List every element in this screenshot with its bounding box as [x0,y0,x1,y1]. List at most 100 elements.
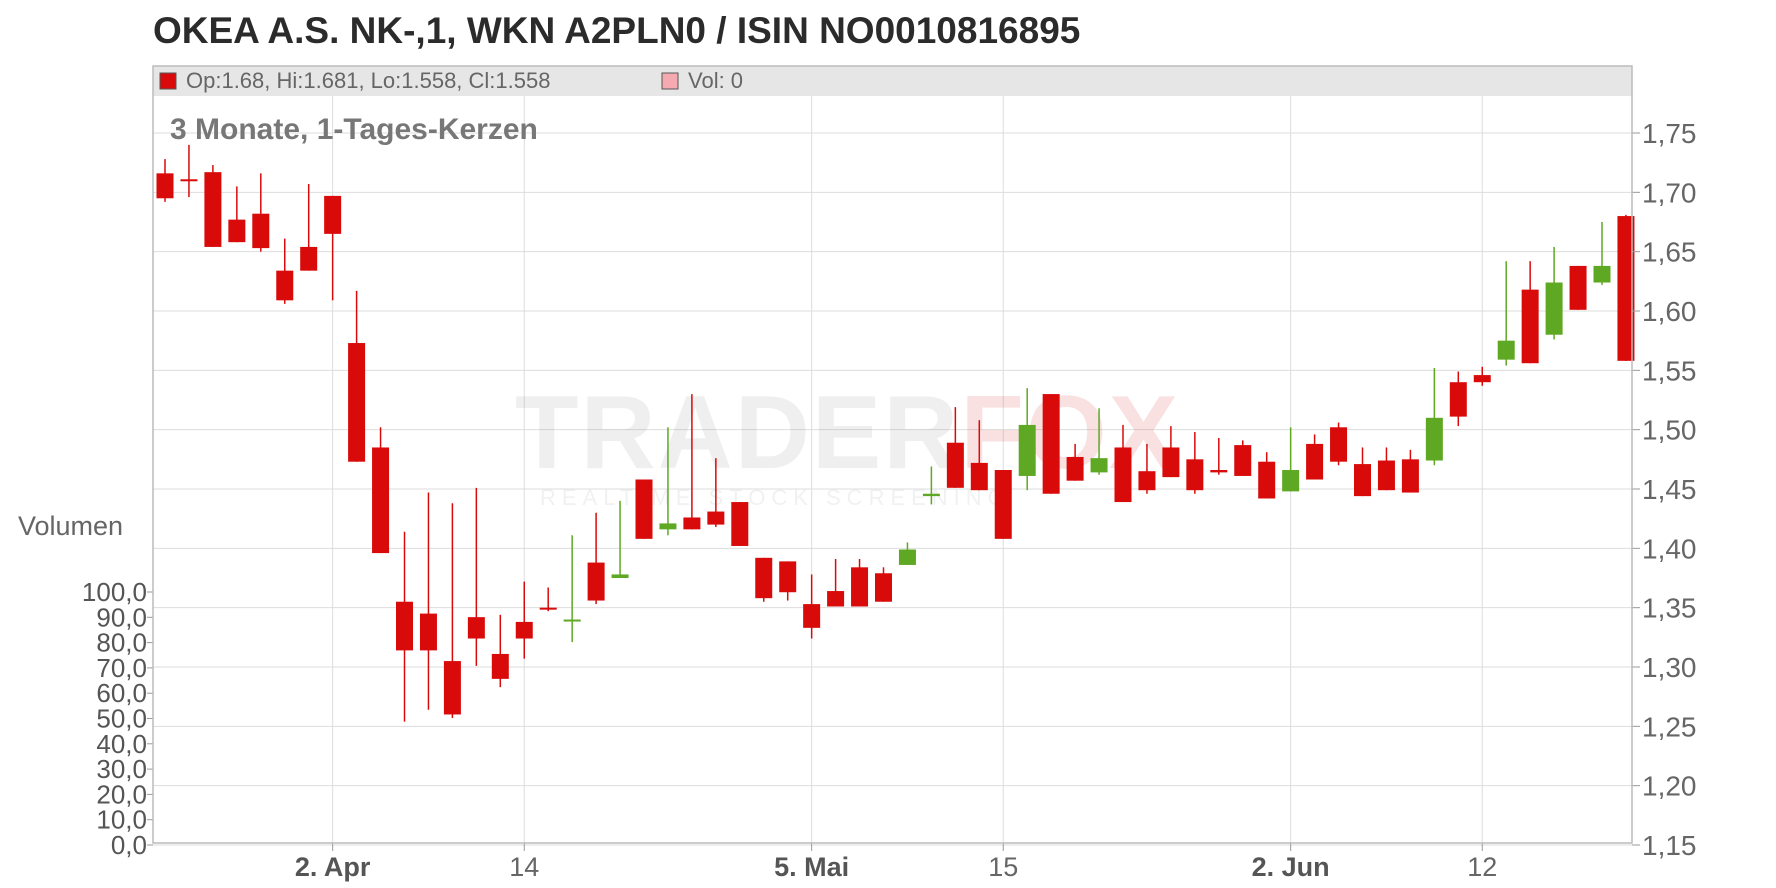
x-axis: 2. Apr 14 5. Mai 15 2. Jun 12 [295,843,1497,882]
candle [539,587,557,612]
candle [1473,366,1491,386]
candle-body [587,562,605,601]
price-tick-label: 1,25 [1642,711,1697,742]
candle [1545,246,1563,340]
candle-body [731,502,749,546]
candle-body [1138,471,1156,491]
candle-body [755,557,773,599]
volume-tick-label: 100,0 [82,577,147,607]
volume-tick-label: 30,0 [96,754,147,784]
candle [180,144,198,198]
legend-header-bar [153,66,1632,96]
candle-body [1617,216,1635,361]
candle-body [1114,447,1132,503]
candle-body [1090,458,1108,473]
candle [276,238,294,304]
candle [300,184,318,271]
candle-body [372,447,390,554]
candle-body [851,567,869,607]
candle-body [1210,470,1228,473]
candle [1306,434,1324,480]
x-tick-label: 14 [509,852,539,882]
candle-body [419,613,437,651]
candle [491,614,509,688]
candle [1066,443,1084,481]
candle-body [276,270,294,301]
price-axis: 1,75 1,70 1,65 1,60 1,55 1,50 1,45 1,40 1,35 1,30… [1632,118,1697,861]
volume-tick-label: 10,0 [96,805,147,835]
price-tick-label: 1,60 [1642,296,1697,327]
candle-body [779,561,797,593]
price-tick-label: 1,55 [1642,355,1697,386]
plot-frame [152,65,1633,844]
candle-body [300,246,318,271]
candle [970,420,988,491]
price-tick-label: 1,70 [1642,177,1697,208]
candle-body [898,549,916,565]
price-tick-label: 1,15 [1642,830,1697,861]
price-tick-label: 1,65 [1642,237,1697,268]
candle-body [1425,417,1443,461]
candle-body [994,470,1012,539]
candle-body [491,653,509,679]
candle [1401,449,1419,493]
candle [443,503,461,719]
candle-body [1401,459,1419,493]
candle-body [156,173,174,199]
candle-body [1354,464,1371,497]
candle [1018,388,1036,491]
candle-body [1258,461,1276,499]
candle [875,567,892,602]
chart-title: OKEA A.S. NK-,1, WKN A2PLN0 / ISIN NO001… [153,10,1081,51]
candle-body [1545,282,1563,335]
candle [1210,437,1228,475]
volume-tick-label: 70,0 [96,653,147,683]
candle [252,173,270,252]
candle [635,479,653,539]
candle [324,195,342,301]
candle-body [204,172,222,247]
legend-ohlc-text: Op:1.68, Hi:1.681, Lo:1.558, Cl:1.558 [186,68,550,93]
candle-body [1593,265,1611,283]
candle-body [443,661,461,715]
volume-tick-label: 60,0 [96,678,147,708]
candle-body [1449,382,1467,417]
candle-body [803,604,821,628]
candle [1377,447,1395,491]
candle-body [1377,460,1395,491]
candle [898,542,916,565]
price-tick-label: 1,50 [1642,415,1697,446]
candle [1042,394,1060,494]
candle [156,159,174,202]
candle-body [946,442,964,488]
candle [204,165,222,247]
price-tick-label: 1,75 [1642,118,1697,149]
price-tick-label: 1,35 [1642,593,1697,624]
price-tick-label: 1,40 [1642,533,1697,564]
x-tick-label: 12 [1467,852,1497,882]
candle [1569,265,1587,310]
candle-body [539,607,557,610]
candles [156,144,1635,722]
candle [731,502,749,546]
candle [1138,443,1156,494]
chart-subtitle: 3 Monate, 1-Tages-Kerzen [170,113,538,146]
candle [1186,432,1204,494]
candle-body [1497,340,1515,360]
candle-body [683,517,701,530]
candle-body [1042,394,1060,494]
candle [1425,367,1443,466]
candle [467,487,485,666]
candle [1162,426,1180,478]
candle [1521,261,1539,364]
candle-body [1234,445,1252,476]
candle-body [1066,456,1084,481]
candle-body [827,591,845,607]
candle [1330,422,1348,466]
candle-body [324,195,342,234]
candle [994,470,1012,539]
x-tick-label: 5. Mai [774,852,849,882]
candle [1354,447,1371,497]
candle [1090,408,1108,475]
